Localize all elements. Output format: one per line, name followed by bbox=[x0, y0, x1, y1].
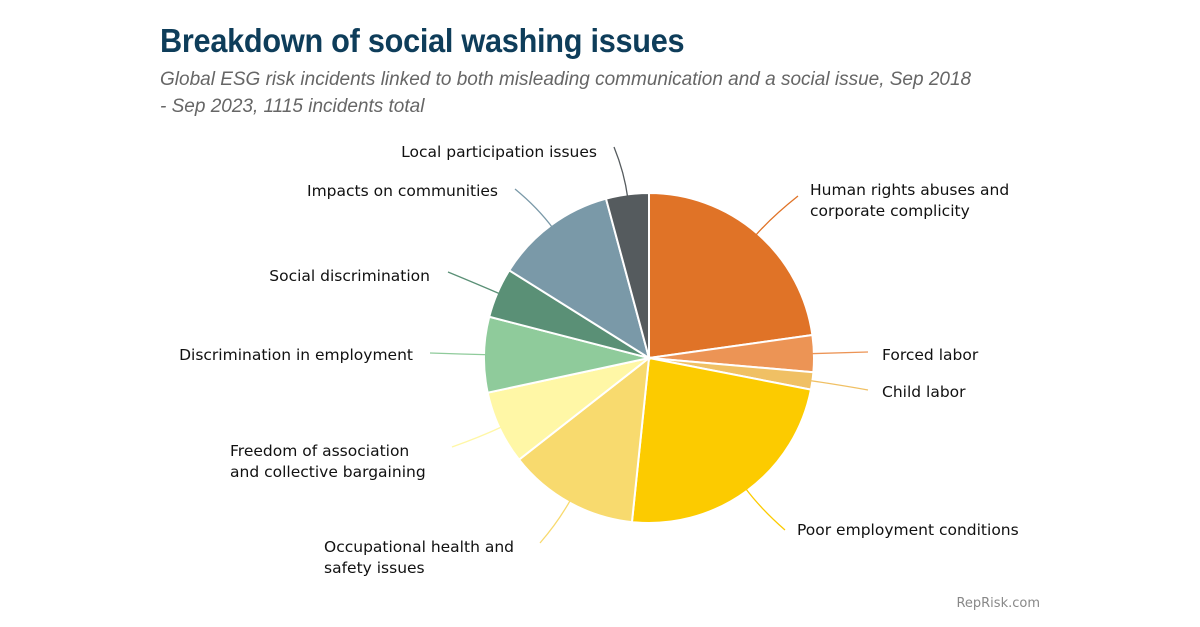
leader-line bbox=[744, 487, 786, 531]
slice-label: Poor employment conditions bbox=[797, 521, 1019, 539]
leader-line bbox=[809, 351, 869, 355]
slice-label: Human rights abuses and corporate compli… bbox=[810, 181, 1010, 220]
leader-line bbox=[447, 271, 502, 295]
leader-line bbox=[429, 352, 489, 356]
slice-label: Discrimination in employment bbox=[179, 346, 413, 364]
slice-label: Social discrimination bbox=[269, 267, 430, 285]
pie-slice bbox=[648, 191, 814, 360]
chart-title: Breakdown of social washing issues bbox=[160, 22, 685, 59]
leader-line bbox=[451, 425, 504, 448]
source-credit: RepRisk.com bbox=[956, 596, 1040, 611]
leader-line bbox=[613, 146, 629, 199]
slice-label: Impacts on communities bbox=[307, 182, 498, 200]
slice-label: Forced labor bbox=[882, 346, 979, 364]
slice-label: Freedom of association and collective ba… bbox=[230, 442, 426, 481]
leader-line bbox=[754, 195, 799, 237]
chart-subtitle: Global ESG risk incidents linked to both… bbox=[160, 69, 972, 117]
leader-line bbox=[539, 498, 572, 544]
slice-label: Occupational health and safety issues bbox=[324, 538, 514, 577]
slice-label: Local participation issues bbox=[401, 143, 597, 161]
slice-label: Child labor bbox=[882, 383, 966, 401]
leader-line bbox=[514, 188, 554, 229]
leader-line bbox=[808, 379, 869, 391]
